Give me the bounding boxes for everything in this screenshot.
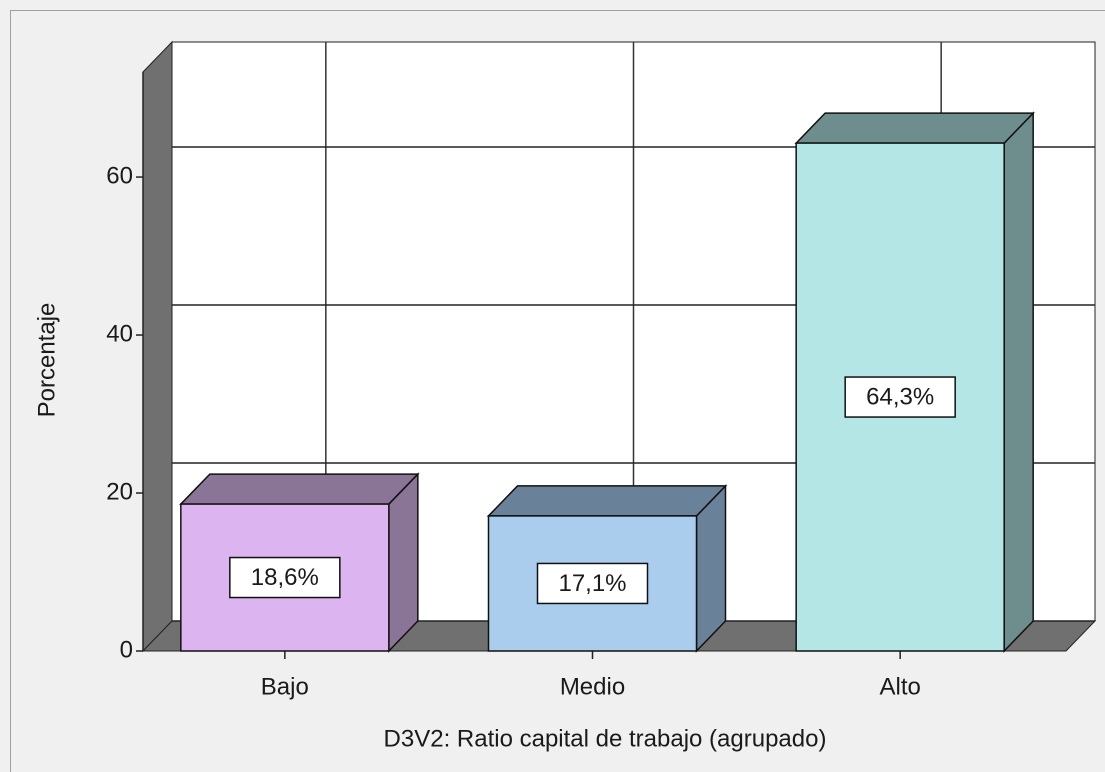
- value-label: 17,1%: [558, 570, 626, 597]
- bar-top: [794, 112, 1035, 144]
- left-wall: [142, 40, 173, 653]
- y-tick-label: 40: [106, 320, 133, 347]
- y-tick-label: 0: [120, 636, 133, 663]
- y-tick-label: 20: [106, 478, 133, 505]
- x-tick-label: Medio: [560, 673, 625, 700]
- bar-top: [179, 473, 420, 505]
- value-label-box: [844, 376, 956, 418]
- value-label-box: [536, 562, 649, 605]
- bar: [180, 503, 390, 652]
- y-tick-label: 60: [106, 162, 133, 189]
- x-tick-label: Bajo: [261, 673, 309, 700]
- value-label: 64,3%: [866, 383, 934, 410]
- y-axis-title: Porcentaje: [33, 303, 60, 418]
- value-label-box: [229, 556, 341, 599]
- value-label: 18,6%: [251, 564, 319, 591]
- bar-top: [486, 485, 728, 517]
- x-tick-label: Alto: [879, 673, 920, 700]
- bar-side: [1003, 111, 1034, 653]
- x-axis-title: D3V2: Ratio capital de trabajo (agrupado…: [384, 725, 827, 752]
